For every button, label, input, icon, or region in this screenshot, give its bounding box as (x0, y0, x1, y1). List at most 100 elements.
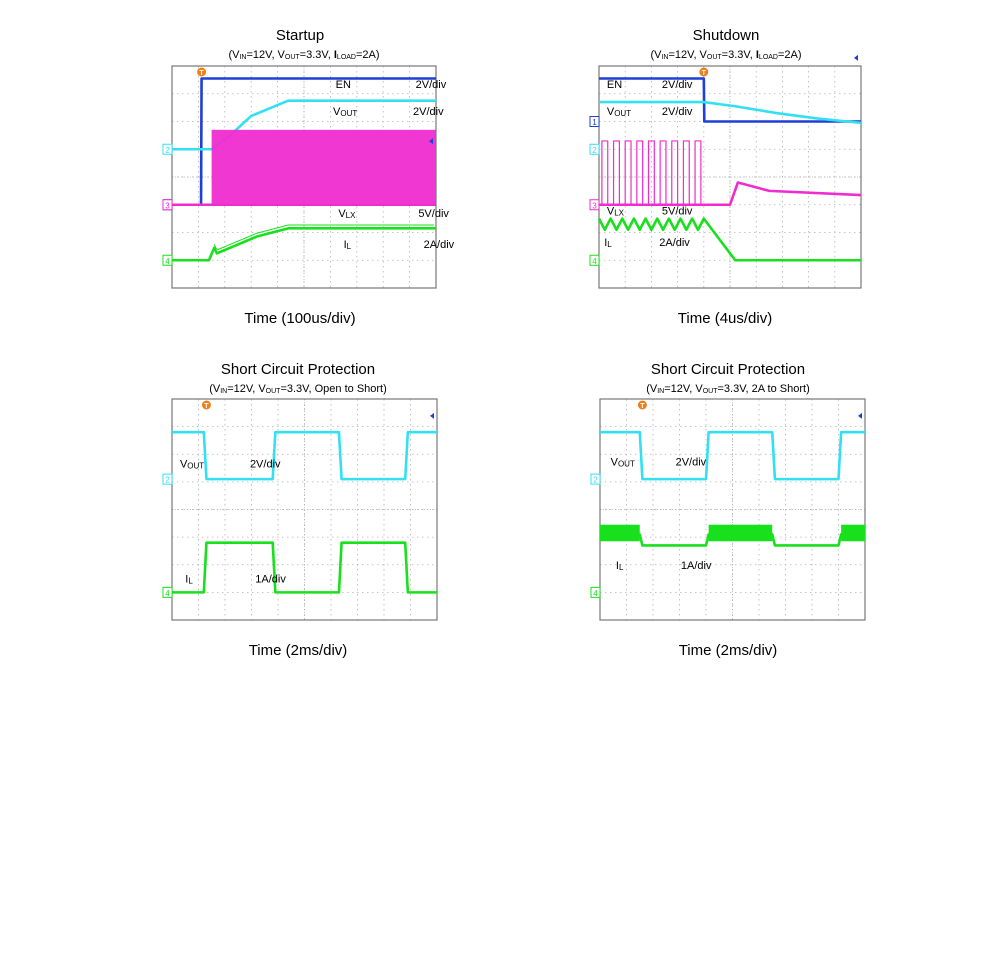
shutdown-title: Shutdown (692, 27, 760, 44)
channel-scale: 2V/div (662, 106, 693, 118)
scope-traces (172, 77, 436, 262)
channel-label: IL (604, 237, 612, 249)
scp-open-scope: T 2 4 VOUT 2V/div IL 1A/div (162, 398, 438, 621)
scp-2a-condition: 2A to Short (751, 383, 807, 395)
channel-marker-box (589, 254, 600, 266)
channel-marker-box (589, 116, 600, 127)
startup-vin: 12V (252, 49, 272, 61)
startup-xlabel: Time (100us/div) (244, 310, 356, 327)
channel-label: VOUT (611, 456, 635, 468)
scope-traces (597, 77, 862, 262)
trace-en (599, 77, 861, 123)
scp-2a-title: Short Circuit Protection (650, 361, 806, 378)
trigger-glyph: T (199, 70, 204, 77)
trace-line (599, 100, 862, 125)
channel-marker-box (162, 199, 173, 211)
trace-vout (172, 99, 436, 151)
trace-line (599, 181, 862, 207)
trace-vout (172, 430, 437, 481)
channel-marker-text: 3 (592, 201, 597, 210)
trigger-dot (197, 67, 207, 77)
startup-title: Startup (275, 27, 325, 44)
shutdown-vin: 12V (674, 49, 694, 61)
label-main: V (333, 106, 341, 118)
scp-open-vout: 3.3V (286, 383, 309, 395)
shutdown-subtitle: (VIN=12V, VOUT=3.3V, ILOAD=2A) (650, 49, 802, 61)
scp-open-title: Short Circuit Protection (220, 361, 376, 378)
channel-label: VOUT (180, 459, 204, 471)
trace-line (599, 77, 861, 123)
label-main: I (185, 573, 188, 585)
channel-marker-2: 2 (162, 143, 173, 155)
trace-line (172, 99, 436, 151)
trace-il (597, 217, 861, 262)
channel-scale: 2V/div (250, 459, 281, 471)
offset-marker (854, 54, 858, 61)
channel-label: VOUT (607, 106, 631, 118)
scope-grid (600, 399, 865, 620)
channel-marker-1: 1 (589, 116, 600, 127)
trigger-glyph: T (204, 403, 209, 410)
scope-grid (172, 399, 437, 620)
label-sub: L (188, 576, 193, 585)
channel-marker-box (162, 254, 173, 266)
label-main: I (604, 237, 607, 249)
offset-marker (430, 412, 434, 419)
scope-frame (598, 65, 862, 289)
trace-il (172, 224, 436, 262)
channel-marker-box (162, 586, 173, 598)
channel-marker-2: 2 (589, 143, 600, 155)
trace-il (172, 541, 437, 594)
scope-traces (600, 430, 865, 547)
channel-scale: 2V/div (416, 79, 447, 91)
label-sub: LX (346, 211, 356, 220)
channel-marker-text: 4 (165, 589, 170, 598)
channel-label: EN (607, 79, 622, 91)
trigger-dot (201, 400, 211, 410)
channel-marker-text: 2 (165, 146, 170, 155)
channel-marker-text: 2 (165, 476, 170, 485)
channel-scale: 5V/div (418, 208, 449, 220)
label-main: V (611, 456, 619, 468)
channel-marker-box (589, 143, 600, 155)
channel-marker-4: 4 (590, 586, 601, 598)
channel-scale: 1A/div (255, 573, 286, 585)
trigger-dot (699, 67, 709, 77)
label-main: V (180, 459, 188, 471)
switching-band (211, 129, 436, 205)
ripple-band (708, 524, 773, 542)
channel-label: IL (616, 560, 624, 572)
channel-scale: 2V/div (413, 106, 444, 118)
channel-marker-box (162, 143, 173, 155)
channel-marker-text: 2 (593, 476, 598, 485)
trigger-marker: T (201, 400, 211, 410)
shutdown-xlabel: Time (4us/div) (677, 310, 773, 327)
label-sub: OUT (618, 459, 635, 468)
trigger-marker: T (637, 400, 647, 410)
shutdown-iload: 2A (784, 49, 798, 61)
trace-line (597, 217, 861, 262)
channel-scale: 5V/div (662, 206, 693, 218)
channel-marker-text: 3 (165, 201, 170, 210)
channel-marker-4: 4 (162, 586, 173, 598)
channel-scale: 2V/div (662, 79, 693, 91)
offset-marker (429, 138, 433, 145)
label-main: I (344, 239, 347, 251)
label-sub: L (619, 563, 624, 572)
scope-traces (172, 430, 437, 594)
channel-marker-box (162, 473, 173, 485)
trigger-marker: T (699, 67, 709, 77)
channel-marker-2: 2 (162, 473, 173, 485)
channel-marker-text: 2 (592, 146, 597, 155)
trace-vlx (599, 140, 862, 207)
channel-marker-text: 1 (592, 118, 597, 127)
label-sub: L (347, 242, 352, 251)
channel-marker-4: 4 (162, 254, 173, 266)
label-main: V (607, 106, 615, 118)
channel-label: VLX (607, 206, 625, 218)
channel-marker-3: 3 (162, 199, 173, 211)
scp-open-xlabel: Time (2ms/div) (248, 642, 348, 659)
startup-vout: 3.3V (306, 49, 328, 61)
channel-scale: 1A/div (681, 560, 712, 572)
